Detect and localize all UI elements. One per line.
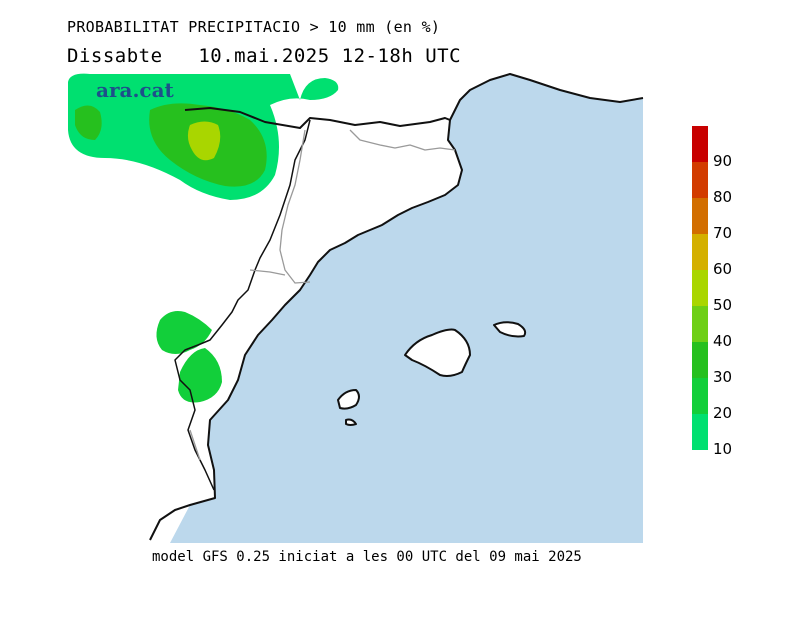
colorbar-label: 30 [713, 368, 733, 386]
colorbar-label: 60 [713, 260, 733, 278]
balearic-islands [337, 321, 527, 426]
borders [149, 73, 644, 541]
colorbar-segment [692, 414, 708, 450]
colorbar-label: 20 [713, 404, 733, 422]
precip-area-ebro-delta [156, 311, 212, 354]
province-border-4 [189, 429, 201, 461]
france-border [184, 107, 451, 129]
precip-area-northwest-small [75, 105, 102, 140]
island-mallorca [404, 328, 471, 377]
forecast-time: Dissabte 10.mai.2025 12-18h UTC [67, 45, 461, 67]
colorbar-segment [692, 198, 708, 234]
colorbar-segment [692, 306, 708, 342]
colorbar-label: 80 [713, 188, 733, 206]
colorbar-segment [692, 378, 708, 414]
colorbar-segment [692, 162, 708, 198]
period-label: 12-18h UTC [341, 45, 462, 67]
model-footer: model GFS 0.25 iniciat a les 00 UTC del … [152, 549, 582, 565]
province-border-3 [249, 269, 286, 276]
precip-area-north-core [187, 121, 221, 161]
sea-area [170, 72, 643, 543]
island-menorca [493, 321, 527, 338]
day-label: Dissabte [67, 45, 163, 67]
chart-title: PROBABILITAT PRECIPITACIO > 10 mm (en %) [67, 18, 441, 36]
coastline [149, 73, 644, 541]
island-formentera [345, 418, 357, 426]
precip-probability-areas [68, 73, 339, 403]
colorbar-label: 10 [713, 440, 733, 458]
province-border-2 [279, 129, 311, 284]
date-label: 10.mai.2025 [198, 45, 330, 67]
colorbar [692, 126, 708, 450]
ara-cat-logo: ara.cat [96, 78, 174, 102]
island-ibiza [337, 389, 360, 410]
colorbar-label: 50 [713, 296, 733, 314]
colorbar-segment [692, 342, 708, 378]
colorbar-label: 90 [713, 152, 733, 170]
colorbar-label: 40 [713, 332, 733, 350]
colorbar-segment [692, 126, 708, 162]
colorbar-segment [692, 270, 708, 306]
colorbar-label: 70 [713, 224, 733, 242]
aragon-border [174, 119, 311, 491]
colorbar-segment [692, 234, 708, 270]
province-border-1 [349, 129, 456, 151]
